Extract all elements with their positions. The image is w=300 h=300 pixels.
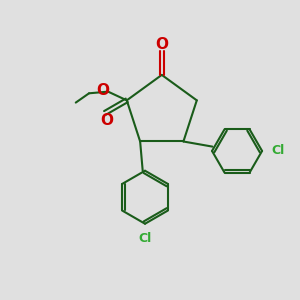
Text: O: O <box>100 113 113 128</box>
Text: O: O <box>155 38 168 52</box>
Text: Cl: Cl <box>271 145 284 158</box>
Text: O: O <box>96 83 109 98</box>
Text: Cl: Cl <box>138 232 152 245</box>
